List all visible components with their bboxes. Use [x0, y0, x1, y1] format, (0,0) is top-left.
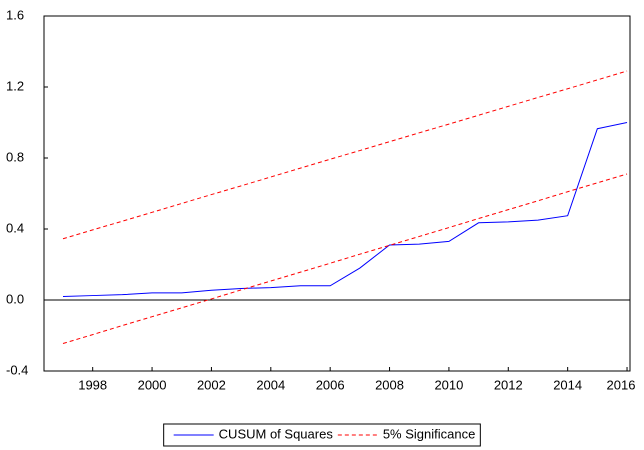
plot-frame: [43, 15, 631, 372]
x-tick-label: 2016: [607, 377, 636, 392]
x-tick-label: 2006: [316, 377, 345, 392]
y-tick-label: 1.6: [6, 7, 24, 22]
series-line: [62, 122, 628, 297]
x-tick-label: 1998: [78, 377, 107, 392]
x-tick-label: 2004: [256, 377, 285, 392]
series-line: [62, 70, 628, 240]
series-line: [62, 173, 628, 344]
y-tick-label: 0.0: [6, 291, 24, 306]
y-tick-label: 0.4: [6, 220, 24, 235]
legend-label: 5% Significance: [383, 426, 476, 441]
x-tick-label: 2010: [434, 377, 463, 392]
legend-label: CUSUM of Squares: [219, 426, 334, 441]
legend-box: [163, 423, 481, 447]
x-tick-label: 2012: [494, 377, 523, 392]
x-tick-label: 2008: [375, 377, 404, 392]
y-tick-label: -0.4: [6, 362, 28, 377]
x-tick-label: 2000: [138, 377, 167, 392]
x-tick-label: 2014: [553, 377, 582, 392]
y-tick-label: 0.8: [6, 149, 24, 164]
y-tick-label: 1.2: [6, 78, 24, 93]
x-tick-label: 2002: [197, 377, 226, 392]
